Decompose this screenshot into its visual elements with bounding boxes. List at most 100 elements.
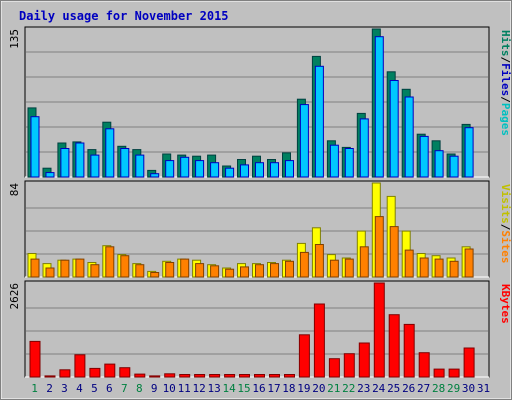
bar-files xyxy=(150,173,160,178)
bar-kbytes xyxy=(44,375,56,378)
bar-files xyxy=(270,162,279,178)
bar-kbytes xyxy=(448,368,460,378)
bar-kbytes xyxy=(104,363,116,378)
bar-sites xyxy=(329,259,339,278)
bar-sites xyxy=(180,258,190,278)
legend-entry: Pages xyxy=(499,103,512,136)
x-tick-label: 10 xyxy=(163,382,176,395)
x-tick-label: 3 xyxy=(61,382,68,395)
bar-kbytes xyxy=(298,334,310,378)
y-max-label: 84 xyxy=(8,183,21,197)
bar-files xyxy=(434,150,444,178)
x-tick-label: 7 xyxy=(121,382,128,395)
bar-files xyxy=(120,148,130,178)
bar-files xyxy=(419,135,429,178)
x-tick-label: 21 xyxy=(327,382,340,395)
bar-sites xyxy=(120,255,130,278)
bar-sites xyxy=(135,264,145,278)
bar-kbytes xyxy=(209,374,221,378)
bar-kbytes xyxy=(74,354,86,378)
bar-sites xyxy=(105,246,115,278)
bar-kbytes xyxy=(239,374,250,378)
bar-kbytes xyxy=(403,323,415,378)
x-tick-label: 4 xyxy=(76,382,83,395)
x-tick-label: 9 xyxy=(151,382,158,395)
x-tick-label: 28 xyxy=(432,382,445,395)
x-tick-label: 6 xyxy=(106,382,113,395)
bar-sites xyxy=(299,251,309,278)
legend-entry: / xyxy=(499,224,512,231)
x-tick-label: 24 xyxy=(372,382,386,395)
bar-kbytes xyxy=(313,303,325,378)
bar-sites xyxy=(389,226,399,278)
bar-files xyxy=(225,167,235,178)
bar-kbytes xyxy=(194,374,206,378)
x-tick-label: 22 xyxy=(342,382,355,395)
legend-entry: Sites xyxy=(499,230,512,263)
bar-sites xyxy=(449,260,459,278)
bar-files xyxy=(210,162,220,178)
bar-files xyxy=(240,164,249,178)
bar-sites xyxy=(225,268,235,278)
panel-visits-sites: 84 Visits/Sites xyxy=(8,180,512,278)
panel-kbytes: 2626 KBytes xyxy=(8,280,512,378)
bar-files xyxy=(404,96,414,178)
x-tick-label: 29 xyxy=(447,382,460,395)
bar-files xyxy=(60,148,70,178)
bar-kbytes xyxy=(373,282,385,378)
bar-kbytes xyxy=(269,374,280,378)
x-tick-label: 23 xyxy=(357,382,370,395)
bar-kbytes xyxy=(149,375,161,378)
bar-kbytes xyxy=(119,367,131,378)
bar-sites xyxy=(374,216,384,278)
legend-kbytes: KBytes xyxy=(499,284,512,324)
bar-sites xyxy=(45,267,55,278)
bar-sites xyxy=(359,246,369,278)
x-tick-label: 16 xyxy=(252,382,265,395)
y-max-label: 135 xyxy=(8,29,21,49)
bar-sites xyxy=(419,257,429,278)
bar-sites xyxy=(60,259,70,278)
bar-files xyxy=(105,128,115,178)
x-tick-label: 8 xyxy=(136,382,143,395)
bar-files xyxy=(45,172,55,178)
bar-kbytes xyxy=(59,369,71,378)
x-tick-label: 18 xyxy=(282,382,295,395)
bar-kbytes xyxy=(284,374,295,378)
x-tick-label: 13 xyxy=(207,382,220,395)
bar-files xyxy=(329,144,339,178)
legend-hits-files-pages: Hits/Files/Pages xyxy=(499,30,512,136)
x-tick-label: 14 xyxy=(222,382,236,395)
bar-files xyxy=(389,80,399,178)
bar-kbytes xyxy=(433,368,445,378)
bar-sites xyxy=(165,262,175,278)
bar-sites xyxy=(75,258,85,278)
x-tick-label: 1 xyxy=(31,382,38,395)
bar-files xyxy=(75,142,85,178)
bar-sites xyxy=(344,258,354,278)
bar-kbytes xyxy=(29,340,41,378)
bar-files xyxy=(344,148,354,178)
bar-sites xyxy=(255,264,264,278)
bar-files xyxy=(449,155,459,178)
bar-sites xyxy=(464,248,474,278)
bar-kbytes xyxy=(89,367,101,378)
bar-kbytes xyxy=(388,314,400,378)
x-tick-label: 20 xyxy=(312,382,325,395)
x-tick-label: 25 xyxy=(387,382,400,395)
x-tick-label: 15 xyxy=(237,382,250,395)
bar-files xyxy=(195,160,205,178)
x-tick-label: 26 xyxy=(402,382,415,395)
bar-sites xyxy=(285,260,294,278)
bar-kbytes xyxy=(254,374,265,378)
y-max-label: 2626 xyxy=(8,283,21,310)
legend-entry: Visits xyxy=(499,184,512,224)
bar-kbytes xyxy=(358,342,370,378)
bar-kbytes xyxy=(179,374,191,378)
bar-files xyxy=(359,118,369,178)
bar-files xyxy=(255,162,264,178)
bar-files xyxy=(165,160,175,178)
bar-sites xyxy=(30,258,40,278)
legend-entry: / xyxy=(499,96,512,103)
